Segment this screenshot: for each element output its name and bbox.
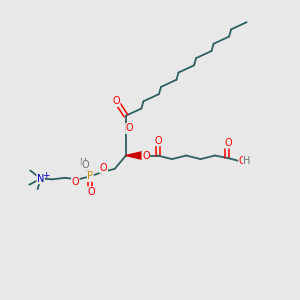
Text: O: O — [238, 156, 246, 166]
Text: O: O — [112, 96, 120, 106]
Text: O: O — [155, 136, 162, 146]
Text: O: O — [87, 187, 95, 197]
Text: O: O — [82, 160, 90, 170]
Text: O: O — [224, 138, 232, 148]
Text: N: N — [37, 174, 44, 184]
Text: O: O — [126, 124, 133, 134]
Text: O: O — [100, 163, 107, 173]
Text: H: H — [243, 156, 250, 166]
Polygon shape — [126, 152, 142, 159]
Text: O: O — [142, 151, 150, 160]
Text: P: P — [87, 171, 93, 181]
Text: O: O — [72, 177, 79, 187]
Text: +: + — [42, 171, 50, 180]
Text: H: H — [80, 158, 86, 167]
